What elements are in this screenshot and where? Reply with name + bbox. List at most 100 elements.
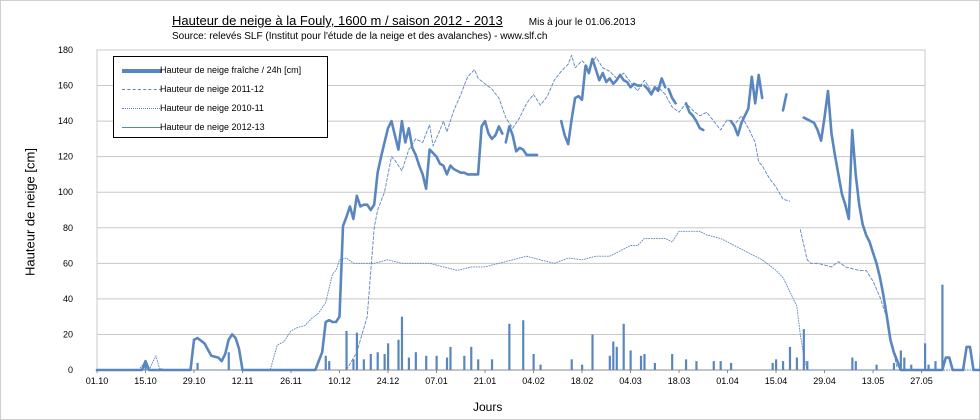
fresh-snow-bar (903, 357, 906, 370)
x-tick-label: 04.03 (619, 376, 642, 386)
legend-swatch-thick (122, 69, 162, 73)
fresh-snow-bar (581, 364, 584, 370)
series-line-hauteur-de-neige-2012-13 (643, 77, 667, 96)
x-tick-label: 18.02 (571, 376, 594, 386)
x-tick-label: 12.11 (232, 376, 254, 386)
legend-swatch-dashed (122, 89, 162, 90)
x-tick-label: 01.04 (716, 376, 739, 386)
y-tick-label: 120 (58, 152, 73, 162)
fresh-snow-bar (470, 346, 473, 370)
fresh-snow-bar (522, 320, 525, 370)
fresh-snow-bar (875, 364, 878, 370)
chart-title: Hauteur de neige à la Fouly, 1600 m / sa… (172, 13, 503, 28)
chart-source: Source: relevés SLF (Institut pour l'étu… (172, 31, 548, 42)
x-axis-label: Jours (473, 400, 503, 414)
series-line-hauteur-de-neige-2012-13 (667, 87, 677, 105)
fresh-snow-bar (927, 364, 930, 370)
fresh-snow-bar (899, 350, 902, 370)
fresh-snow-bar (802, 329, 805, 370)
fresh-snow-bar (608, 355, 611, 370)
legend-item-2012-13: Hauteur de neige 2012-13 (114, 121, 327, 135)
legend-item-fresh-snow: Hauteur de neige fraîche / 24h [cm] (114, 64, 327, 78)
chart-title-line: Hauteur de neige à la Fouly, 1600 m / sa… (172, 13, 636, 28)
legend-label-2011-12: Hauteur de neige 2011-12 (160, 84, 264, 94)
series-line-hauteur-de-neige-2012-13 (781, 93, 788, 112)
series-line-hauteur-de-neige-2012-13 (504, 125, 539, 157)
fresh-snow-bar (615, 346, 618, 370)
fresh-snow-bar (941, 284, 944, 370)
fresh-snow-bar (352, 359, 355, 370)
fresh-snow-bar (362, 359, 365, 370)
legend-swatch-solid (122, 127, 162, 128)
fresh-snow-bar (508, 323, 511, 370)
fresh-snow-bar (851, 357, 854, 370)
x-tick-label: 27.05 (910, 376, 933, 386)
fresh-snow-bar (934, 361, 937, 370)
y-tick-label: 60 (63, 258, 73, 268)
fresh-snow-bar (729, 362, 733, 370)
x-tick-label: 15.10 (134, 376, 157, 386)
fresh-snow-bar (449, 346, 452, 370)
fresh-snow-bar (892, 362, 896, 370)
legend-swatch-dotted (122, 108, 162, 109)
fresh-snow-bar (591, 334, 594, 370)
fresh-snow-bar (407, 357, 410, 370)
fresh-snow-bar (227, 352, 230, 370)
fresh-snow-bar (539, 364, 542, 370)
fresh-snow-bar (854, 361, 857, 370)
fresh-snow-bar (328, 361, 331, 370)
fresh-snow-bar (788, 346, 792, 370)
x-tick-label: 26.11 (280, 376, 302, 386)
x-tick-label: 04.02 (522, 376, 545, 386)
fresh-snow-bar (795, 357, 799, 370)
fresh-snow-bar (435, 355, 438, 370)
fresh-snow-bar (445, 357, 449, 370)
legend-label-fresh-snow: Hauteur de neige fraîche / 24h [cm] (160, 65, 302, 75)
fresh-snow-bar (477, 359, 480, 370)
legend-label-2012-13: Hauteur de neige 2012-13 (160, 122, 265, 132)
y-tick-label: 180 (58, 45, 73, 55)
legend-item-2011-12: Hauteur de neige 2011-12 (114, 83, 327, 97)
fresh-snow-bar (639, 355, 643, 370)
series-line-hauteur-de-neige-2012-13 (729, 73, 764, 137)
chart-legend: Hauteur de neige fraîche / 24h [cm] Haut… (113, 56, 328, 138)
fresh-snow-bar (771, 362, 774, 370)
fresh-snow-bar (629, 350, 632, 370)
fresh-snow-bar (775, 359, 778, 370)
x-tick-label: 01.10 (86, 376, 109, 386)
fresh-snow-bar (490, 359, 494, 370)
y-tick-label: 0 (68, 365, 73, 375)
fresh-snow-bar (612, 341, 615, 370)
fresh-snow-bar (910, 364, 913, 370)
x-tick-label: 24.12 (377, 376, 400, 386)
fresh-snow-bar (695, 361, 698, 370)
y-axis-label: Hauteur de neige [cm] (22, 148, 38, 276)
x-tick-label: 15.04 (765, 376, 788, 386)
update-date: Mis à jour le 01.06.2013 (528, 17, 636, 28)
series-line-hauteur-de-neige-2012-13 (95, 119, 504, 372)
legend-item-2010-11: Hauteur de neige 2010-11 (114, 102, 327, 116)
x-tick-label: 07.01 (425, 376, 448, 386)
y-tick-label: 80 (63, 223, 73, 233)
legend-label-2010-11: Hauteur de neige 2010-11 (160, 103, 264, 113)
x-tick-label: 21.01 (474, 376, 497, 386)
fresh-snow-bar (345, 330, 348, 370)
fresh-snow-bar (532, 354, 535, 370)
fresh-snow-bar (369, 354, 372, 370)
y-tick-label: 40 (63, 294, 73, 304)
x-tick-label: 13.05 (862, 376, 885, 386)
fresh-snow-bar (712, 361, 715, 370)
fresh-snow-bar (806, 361, 809, 370)
y-tick-label: 140 (58, 116, 73, 126)
y-tick-label: 160 (58, 81, 73, 91)
x-tick-label: 10.12 (328, 376, 351, 386)
series-line-hauteur-de-neige-2011-12 (799, 229, 898, 369)
fresh-snow-bar (463, 355, 466, 370)
fresh-snow-bar (324, 355, 327, 370)
fresh-snow-bar (144, 361, 147, 370)
fresh-snow-bar (684, 359, 688, 370)
y-tick-label: 20 (63, 329, 73, 339)
fresh-snow-bar (414, 352, 417, 370)
x-tick-label: 29.10 (183, 376, 206, 386)
fresh-snow-bar (425, 355, 428, 370)
